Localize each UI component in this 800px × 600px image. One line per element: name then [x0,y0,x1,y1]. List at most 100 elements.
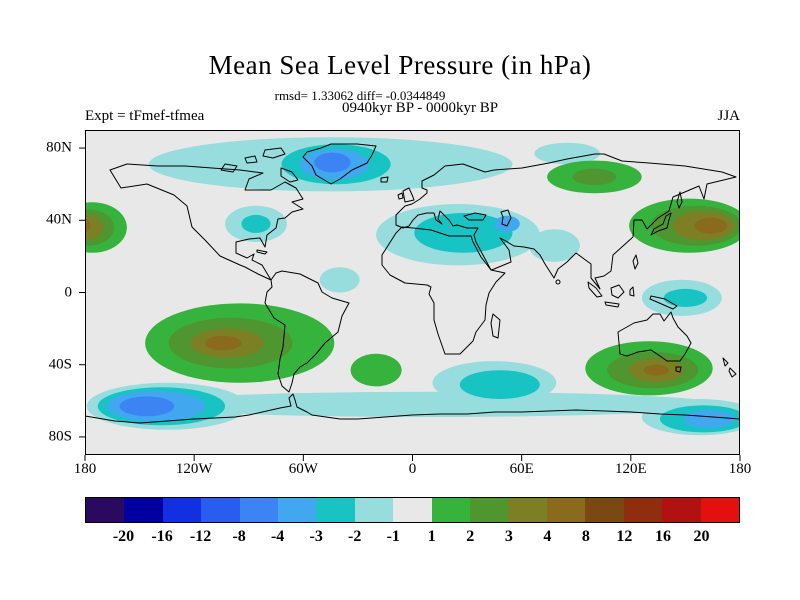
coastline-java [604,301,620,308]
colorbar-label--3: -3 [309,528,323,545]
coastline-sumatra [587,281,603,298]
map-frame [85,130,740,455]
coastline-arctic-island [244,155,258,164]
region-south-atlantic-high [350,353,402,387]
x-tick-label-60W: 60W [288,461,318,477]
region-arctic-east-low [534,142,600,165]
coastline-baffin-island [280,167,299,183]
x-tick-label-180: 180 [73,461,97,477]
region-ross-sea-low-inner [683,409,735,428]
y-tick-label-40N: 40N [46,211,72,228]
x-tick-label-120E: 120E [614,461,647,477]
colorbar-segment-8 [393,498,432,522]
colorbar-segment-13 [585,498,624,522]
coastline-antarctica [85,393,740,424]
colorbar-segment-15 [662,498,701,522]
region-caspian-low-core [494,215,520,232]
colorbar-label-12: 12 [616,528,633,545]
coastlines [85,143,740,424]
y-tick-label-80S: 80S [48,428,72,445]
coastline-black-sea [463,212,487,221]
coastline-north-america [109,163,304,281]
coastline-new-guinea [649,295,678,310]
coastline-new-zealand-south [728,367,737,378]
colorbar-label--8: -8 [232,528,246,545]
colorbar-label--2: -2 [348,528,362,545]
colorbar-segment-1 [124,498,163,522]
stats-line: rmsd= 1.33062 diff= -0.0344849 [274,88,446,103]
y-tick-label-0: 0 [64,284,73,300]
coastline-sakhalin [676,191,683,209]
colorbar-label--1: -1 [386,528,400,545]
x-tick-label-0: 0 [408,461,417,477]
axis-tick-marks [79,147,741,461]
anomaly-contour-fills [85,137,740,436]
x-tick-label-120W: 120W [175,461,213,477]
coastline-africa [381,226,506,355]
colorbar-segment-2 [162,498,202,522]
region-northeast-pacific-high-inner [85,214,104,241]
colorbar-segment-0 [86,498,125,522]
region-siberia-high-inner [572,168,617,185]
colorbar-label--4: -4 [270,528,285,545]
colorbar-segment-5 [278,498,317,522]
region-antarctic-coastal-low-band [139,391,722,417]
coastline-philippines [632,254,639,270]
coastline-madagascar [490,313,501,339]
colorbar-segment-11 [508,498,547,522]
longitude-axis-labels: 180 120W 60W 0 60E 120E 180 [74,461,752,481]
colorbar [85,497,740,523]
coastline-new-zealand-north [722,357,729,367]
region-west-pacific-equatorial-low-inner [663,288,708,307]
x-tick-label-180: 180 [728,461,752,477]
coastline-south-america [264,270,350,393]
coastline-ireland [397,192,404,200]
region-northeast-pacific-high-core [85,219,91,233]
colorbar-label-20: 20 [693,528,710,545]
colorbar-segment-10 [470,498,509,522]
coastline-caspian-sea [500,209,512,227]
region-india-low [528,229,580,262]
coastline-sri-lanka [555,279,561,285]
colorbar-segment-16 [700,498,739,522]
season-label: JJA [717,108,740,124]
region-south-pacific-polar-low-core [119,396,175,417]
colorbar-label-8: 8 [581,528,590,545]
colorbar-label-3: 3 [504,528,513,545]
colorbar-segment-3 [201,498,240,522]
experiment-label: Expt = tFmef-tfmea [85,108,205,124]
coastline-cuba [256,249,268,255]
colorbar-segment-6 [316,498,355,522]
coastline-australia [617,311,692,362]
colorbar-segment-4 [239,498,279,522]
colorbar-segment-14 [623,498,663,522]
region-south-indian-low-inner [459,370,540,399]
region-greenland-low-core [314,152,351,173]
colorbar-label-4: 4 [543,528,552,545]
coastline-greenland [302,143,377,185]
region-northwest-pacific-high-core [694,217,728,234]
period-label: 0940kyr BP - 0000kyr BP [341,100,499,116]
colorbar-label--16: -16 [151,528,173,545]
latitude-axis-labels: 80N 40N 0 40S 80S [34,130,80,455]
coastline-iceland [380,176,389,183]
colorbar-label--12: -12 [189,528,212,545]
world-map [79,130,741,461]
coastline-japan [650,212,672,236]
region-australia-south-high-core [643,364,669,376]
region-tropical-atlantic-low [319,267,360,293]
y-tick-label-40S: 40S [48,356,72,373]
colorbar-label-2: 2 [466,528,475,545]
coastline-uk [402,187,415,203]
map-plot-area [79,130,741,461]
colorbar-segment-7 [354,498,394,522]
coastline-eurasia [395,153,737,290]
coastline-sulawesi [629,286,635,297]
colorbar-labels: -20 -16 -12 -8 -4 -3 -2 -1 1 2 3 4 8 12 16 20 [85,528,740,550]
colorbar-label-1: 1 [427,528,436,545]
coastline-borneo [610,284,625,299]
region-south-pacific-high-core [205,335,242,351]
region-north-america-low-inner [241,214,271,233]
colorbar-segment-12 [546,498,586,522]
